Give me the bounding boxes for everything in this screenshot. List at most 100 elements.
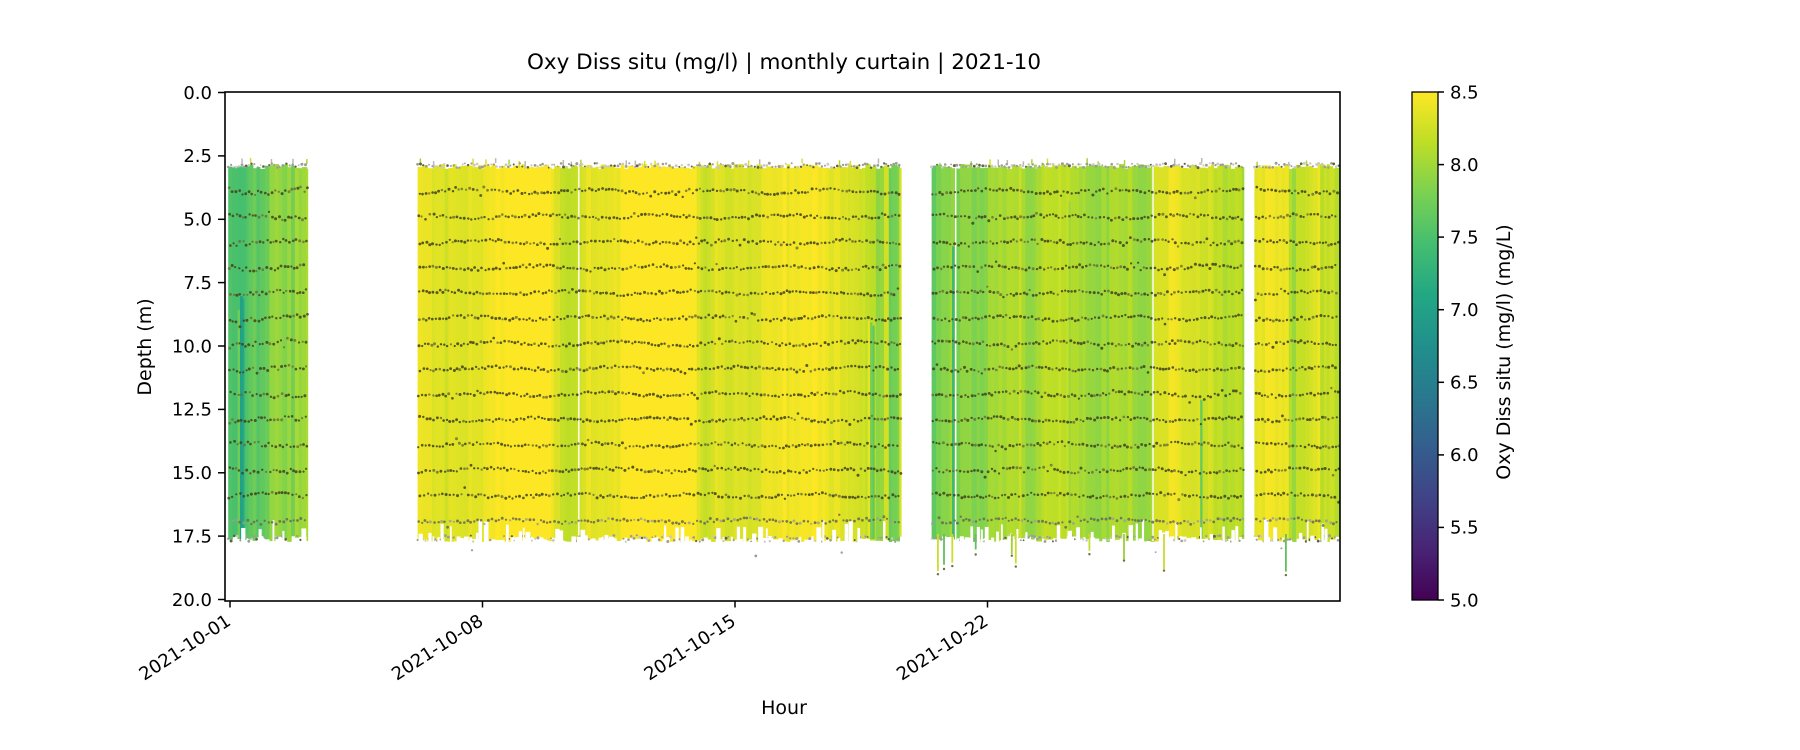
sensor-dot-row (227, 491, 308, 500)
x-tick-label: 2021-10-15 (641, 611, 740, 686)
colorbar-tick-label: 5.5 (1450, 518, 1479, 539)
colorbar-tick-label: 7.5 (1450, 227, 1479, 248)
sensor-dot-row (1254, 212, 1337, 220)
curtain (227, 158, 1341, 577)
sensor-dot-row-light (1266, 386, 1333, 399)
sensor-dot-row-light (252, 363, 308, 371)
sensor-dot-row (228, 364, 305, 375)
plot-title: Oxy Diss situ (mg/l) | monthly curtain |… (526, 50, 1042, 75)
sensor-dot-row-light (238, 239, 305, 244)
sensor-dot-row (424, 312, 902, 323)
sensor-dot-row-light (227, 185, 306, 197)
sensor-dot-row-light (228, 336, 304, 350)
colorbar: 8.5 8.0 7.5 7.0 6.5 6.0 5.5 5.0 (1411, 82, 1479, 611)
sensor-dot-row (228, 313, 309, 329)
colorbar-tick-label: 8.0 (1450, 155, 1479, 176)
y-axis-ticks (218, 91, 225, 601)
sensor-dot-row-light (1263, 492, 1318, 498)
sensor-dot-row-light (940, 263, 1243, 271)
sensor-dot-row (1254, 289, 1331, 302)
sensor-dot-row (931, 339, 1238, 350)
curtain-top-edge (930, 161, 1243, 170)
sensor-dot-row-light (938, 285, 1224, 297)
sensor-dot-row-light (946, 211, 1237, 221)
sensor-dot-row (931, 288, 1244, 299)
y-tick-label: 15.0 (172, 463, 212, 484)
x-tick-labels: 2021-10-01 2021-10-08 2021-10-15 2021-10-22 (136, 611, 993, 686)
sensor-dot-row (1254, 414, 1338, 424)
y-tick-label: 20.0 (172, 590, 212, 611)
sensor-dot-row (238, 517, 306, 526)
sensor-dot-row-light (1263, 365, 1327, 373)
sensor-dot-row-light (1256, 287, 1338, 297)
sensor-dot-row-light (227, 263, 302, 273)
curtain-top-edge (416, 161, 901, 170)
sensor-dot-row-light (241, 214, 304, 222)
sensor-dot-row-light (429, 364, 846, 375)
curtain-segment-1 (227, 158, 309, 545)
sensor-dot-row (229, 237, 308, 247)
sensor-dot-row-light (1265, 315, 1315, 323)
sensor-dot-row-light (1277, 467, 1335, 477)
sensor-dot-row-light (936, 313, 1231, 322)
sensor-dot-row (417, 440, 899, 450)
sensor-dot-row-light (1263, 416, 1334, 423)
sensor-dot-row (417, 336, 902, 348)
sensor-dot-row (230, 263, 306, 273)
x-axis-label: Hour (761, 697, 807, 719)
sensor-dot-row (1254, 339, 1338, 349)
sensor-dot-row-light (455, 437, 866, 450)
sensor-dot-row-light (451, 237, 898, 250)
sensor-dot-row (1255, 185, 1339, 197)
sensor-dot-row-light (1264, 213, 1323, 220)
sensor-dot-row (229, 439, 309, 449)
sensor-dot-row (932, 363, 1241, 375)
sensor-dot-row-light (945, 339, 1245, 351)
sensor-dot-row-light (428, 516, 893, 526)
sensor-dot-row (1253, 263, 1337, 272)
sensor-dot-row (931, 415, 1243, 426)
sensor-dot-row-light (444, 288, 893, 297)
sensor-dot-row-light (1282, 239, 1331, 247)
sensor-dot-row (931, 212, 1243, 225)
sensor-dot-row (932, 260, 1239, 277)
sensor-dot-row-light (425, 262, 898, 272)
sensor-dot-row (234, 415, 307, 424)
sensor-dot-row (1255, 466, 1341, 474)
sensor-dot-row-light (931, 491, 1233, 502)
sensor-dot-row-light (1261, 339, 1294, 346)
colorbar-label: Oxy Diss situ (mg/l) (mg/L) (1493, 224, 1515, 480)
sensor-dot-row (1254, 238, 1340, 246)
sensor-dot-row (418, 261, 902, 273)
sensor-dot-row (1254, 364, 1337, 373)
curtain-segment-2 (416, 158, 903, 558)
y-tick-label: 10.0 (172, 336, 212, 357)
sensor-dot-row (417, 389, 902, 400)
y-tick-label: 5.0 (183, 210, 212, 231)
sensor-dot-row (417, 463, 903, 477)
colorbar-tick-label: 8.5 (1450, 82, 1479, 103)
sensor-dot-row-light (228, 518, 246, 525)
colorbar-tick-label: 7.0 (1450, 300, 1479, 321)
sensor-dot-row (1254, 390, 1340, 399)
sensor-dot-row-light (428, 185, 891, 196)
sensor-dot-row (932, 440, 1244, 453)
sensor-dot-row (1255, 441, 1338, 450)
y-tick-label: 7.5 (183, 273, 212, 294)
sensor-dot-row (934, 491, 1243, 500)
sensor-dot-row-light (1262, 516, 1333, 525)
sensor-dot-row-light (270, 490, 304, 500)
sensor-dot-row (418, 364, 900, 375)
sensor-dot-row (228, 210, 307, 222)
sensor-dot-row (935, 466, 1245, 479)
sensor-dot-row-light (228, 417, 304, 425)
sensor-dot-row (932, 313, 1243, 326)
sensor-dot-row-light (418, 313, 867, 321)
x-axis-ticks (229, 601, 989, 608)
sensor-dot-row-light (931, 463, 1242, 475)
x-tick-label: 2021-10-08 (388, 611, 487, 686)
sensor-dot-row (937, 515, 1242, 529)
sensor-dot-row-light (941, 441, 1234, 449)
sensor-dot-row (418, 486, 900, 500)
